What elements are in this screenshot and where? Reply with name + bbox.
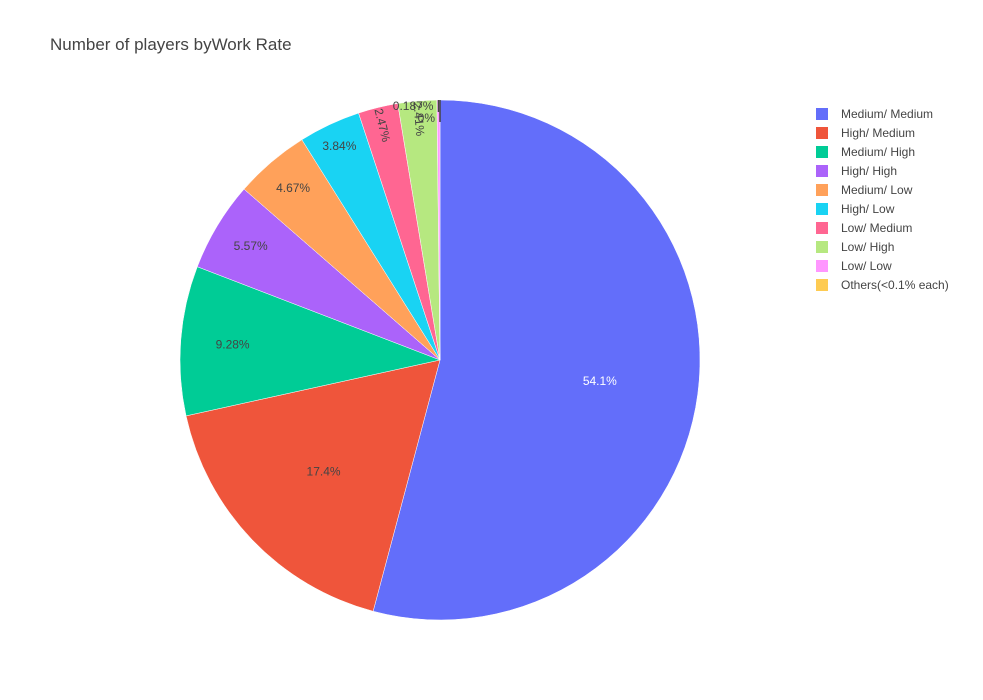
slice-label-high-low: 3.84% — [322, 139, 356, 153]
slice-label-low-high: 2.41% — [410, 102, 427, 137]
legend-swatch-low-high[interactable] — [816, 241, 828, 253]
slice-label-medium-medium: 54.1% — [583, 374, 617, 388]
legend-swatch-high-medium[interactable] — [816, 127, 828, 139]
slice-label-medium-low: 4.67% — [276, 181, 310, 195]
slice-labels: 54.1%17.4%9.28%5.57%4.67%3.84%2.47% 2.41%… — [216, 99, 618, 478]
legend-label-low-high[interactable]: Low/ High — [841, 240, 894, 254]
pie-slice-high-medium[interactable] — [185, 359, 441, 612]
pie-slice-medium-high[interactable] — [179, 266, 441, 417]
slice-label-low-low: 0.187% — [393, 99, 434, 113]
legend-swatch-low-low[interactable] — [816, 260, 828, 272]
slice-label-high-medium: 17.4% — [307, 464, 341, 478]
legend-label-others-0-1-each[interactable]: Others(<0.1% each) — [841, 278, 949, 292]
legend-label-high-low[interactable]: High/ Low — [841, 202, 895, 216]
chart-title: Number of players byWork Rate — [50, 35, 292, 54]
legend: Medium/ Medium High/ Medium Medium/ High Hi… — [816, 107, 949, 292]
legend-label-medium-medium[interactable]: Medium/ Medium — [841, 107, 933, 121]
legend-swatch-high-high[interactable] — [816, 165, 828, 177]
slice-label-medium-high: 9.28% — [216, 337, 250, 351]
legend-label-medium-high[interactable]: Medium/ High — [841, 145, 915, 159]
legend-swatch-others-0-1-each[interactable] — [816, 279, 828, 291]
legend-label-low-low[interactable]: Low/ Low — [841, 259, 892, 273]
legend-label-low-medium[interactable]: Low/ Medium — [841, 221, 912, 235]
legend-label-high-medium[interactable]: High/ Medium — [841, 126, 915, 140]
legend-swatch-medium-medium[interactable] — [816, 108, 828, 120]
legend-swatch-high-low[interactable] — [816, 203, 828, 215]
legend-swatch-medium-low[interactable] — [816, 184, 828, 196]
legend-swatch-low-medium[interactable] — [816, 222, 828, 234]
slice-label-others-0-1-each: 0% — [418, 111, 436, 125]
legend-label-medium-low[interactable]: Medium/ Low — [841, 183, 913, 197]
legend-label-high-high[interactable]: High/ High — [841, 164, 897, 178]
pie-slices — [179, 99, 701, 621]
slice-label-high-high: 5.57% — [234, 239, 268, 253]
pie-slice-medium-medium[interactable] — [372, 99, 701, 621]
legend-swatch-medium-high[interactable] — [816, 146, 828, 158]
